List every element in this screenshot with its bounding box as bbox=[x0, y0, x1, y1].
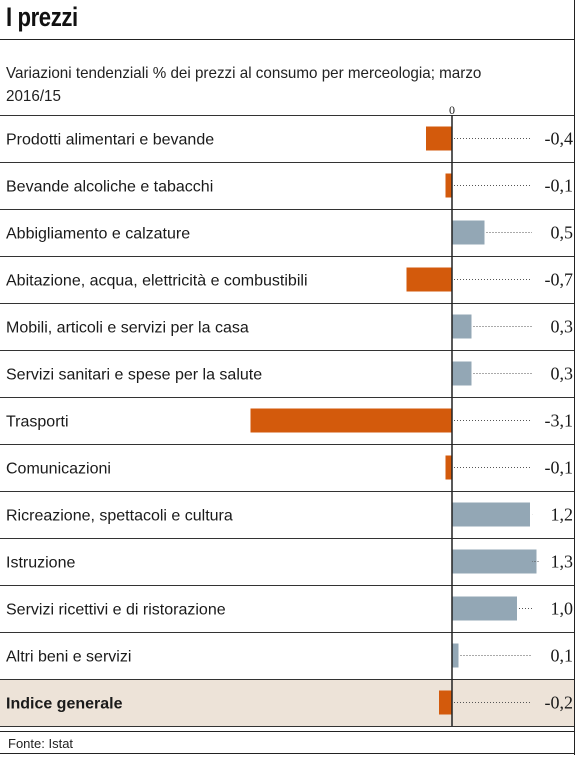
data-label: 0,3 bbox=[551, 317, 574, 337]
bar bbox=[406, 267, 452, 292]
data-label: 1,2 bbox=[551, 505, 574, 525]
data-label: 0,5 bbox=[551, 223, 574, 243]
title-divider bbox=[0, 39, 574, 40]
bar bbox=[452, 549, 537, 574]
data-label: -0,4 bbox=[545, 129, 574, 149]
category-label: Trasporti bbox=[6, 414, 69, 431]
category-label: Bevande alcoliche e tabacchi bbox=[6, 179, 213, 196]
bar bbox=[452, 643, 459, 668]
category-label: Comunicazioni bbox=[6, 461, 111, 478]
bar bbox=[452, 314, 472, 339]
bar bbox=[452, 220, 485, 245]
data-label: -0,2 bbox=[545, 693, 574, 713]
data-label: 0,3 bbox=[551, 364, 574, 384]
data-label: 1,3 bbox=[551, 552, 574, 572]
category-label: Servizi ricettivi e di ristorazione bbox=[6, 602, 226, 619]
bar bbox=[250, 408, 452, 433]
frame-right-border bbox=[574, 0, 575, 755]
data-label: 1,0 bbox=[551, 599, 574, 619]
bar bbox=[445, 455, 452, 480]
bar bbox=[439, 690, 452, 715]
category-label: Istruzione bbox=[6, 555, 75, 572]
data-label: -3,1 bbox=[545, 411, 574, 431]
bar bbox=[452, 361, 472, 386]
category-label: Prodotti alimentari e bevande bbox=[6, 132, 214, 149]
category-label: Abitazione, acqua, elettricità e combust… bbox=[6, 273, 308, 290]
category-label: Mobili, articoli e servizi per la casa bbox=[6, 320, 249, 337]
zero-axis-label: 0 bbox=[449, 103, 455, 117]
bar bbox=[452, 596, 517, 621]
bar bbox=[452, 502, 530, 527]
data-label: -0,7 bbox=[545, 270, 574, 290]
bar bbox=[426, 126, 452, 151]
category-label: Indice generale bbox=[6, 696, 123, 713]
category-label: Altri beni e servizi bbox=[6, 649, 131, 666]
data-label: -0,1 bbox=[545, 458, 574, 478]
source-note: Fonte: Istat bbox=[0, 731, 574, 754]
category-label: Abbigliamento e calzature bbox=[6, 226, 190, 243]
category-label: Ricreazione, spettacoli e cultura bbox=[6, 508, 233, 525]
bar bbox=[445, 173, 452, 198]
data-label: -0,1 bbox=[545, 176, 574, 196]
chart-title: I prezzi bbox=[6, 2, 78, 32]
data-label: 0,1 bbox=[551, 646, 574, 666]
chart-subtitle: Variazioni tendenziali % dei prezzi al c… bbox=[6, 65, 482, 105]
category-label: Servizi sanitari e spese per la salute bbox=[6, 367, 262, 384]
